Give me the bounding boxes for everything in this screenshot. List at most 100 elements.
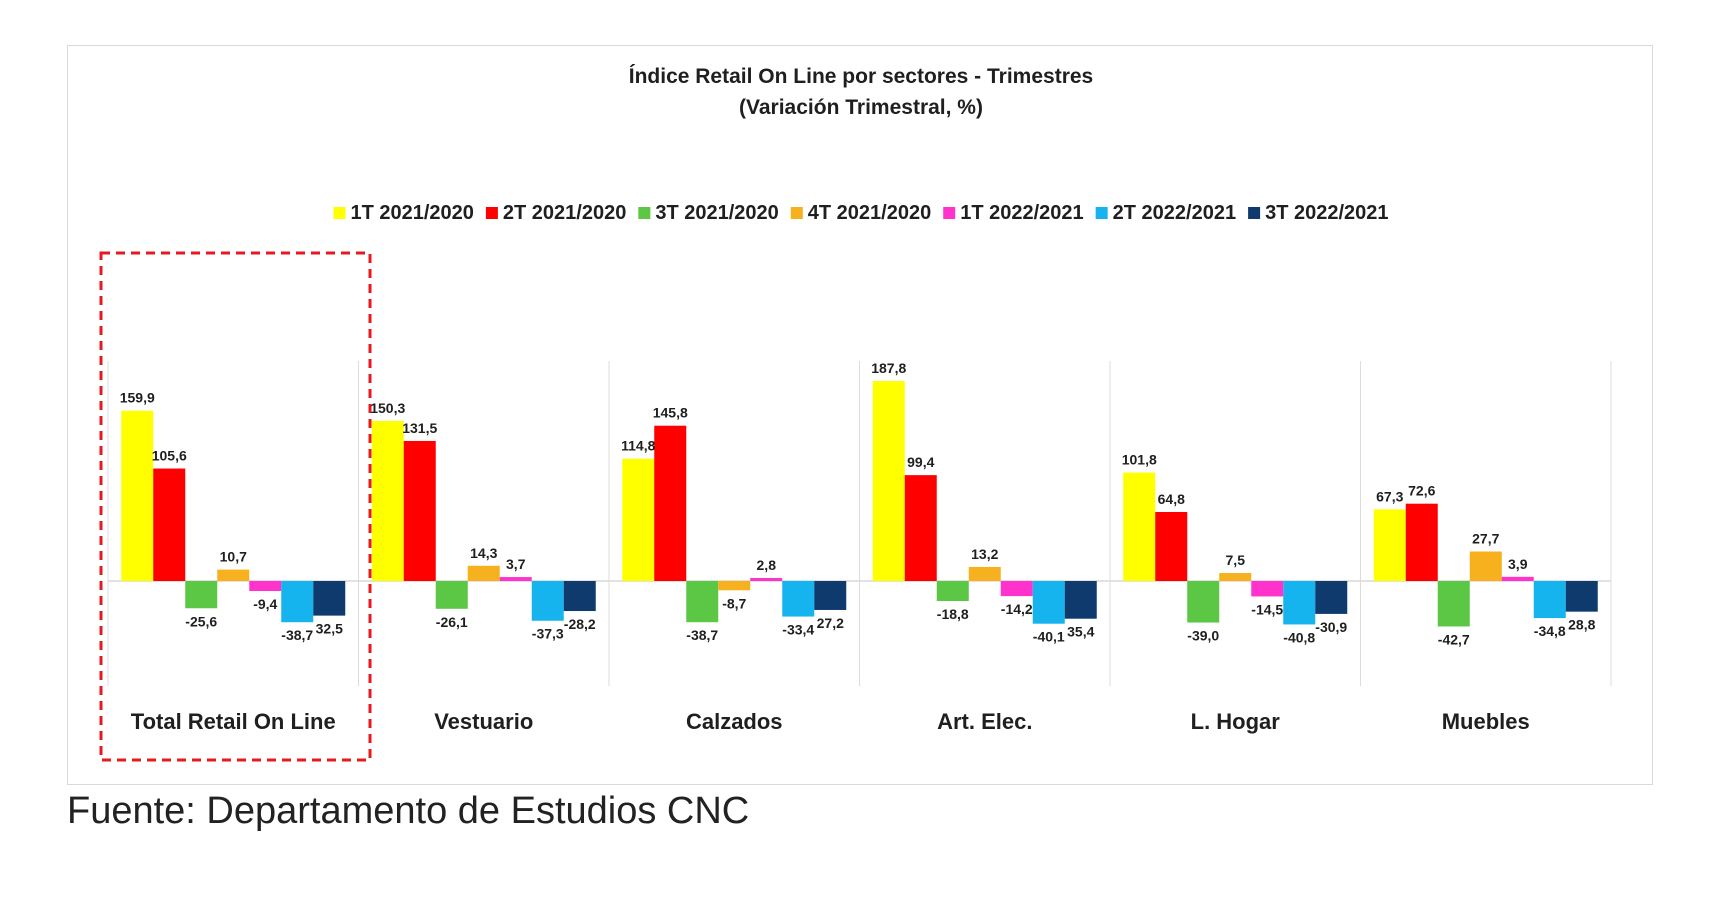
bar-calzados-s5 xyxy=(750,578,783,581)
category-label: Art. Elec. xyxy=(937,709,1032,734)
axes xyxy=(107,361,1612,686)
bar-art-elec--s2 xyxy=(904,475,937,581)
bar-total-retail-on-line-s1 xyxy=(121,410,154,581)
bar-vestuario-s1 xyxy=(371,420,404,581)
bar-muebles-s6 xyxy=(1533,581,1566,619)
chart-title: Índice Retail On Line por sectores - Tri… xyxy=(629,65,1093,88)
value-label: 27,7 xyxy=(1472,530,1499,546)
bar-calzados-s6 xyxy=(782,581,815,617)
value-label: 32,5 xyxy=(316,621,343,637)
bars xyxy=(121,380,1598,627)
bar-vestuario-s3 xyxy=(435,581,468,609)
legend-label: 2T 2021/2020 xyxy=(503,202,626,224)
chart-subtitle: (Variación Trimestral, %) xyxy=(739,96,983,119)
bar-art-elec--s3 xyxy=(936,581,969,602)
category-label: Calzados xyxy=(686,709,783,734)
legend-item: 3T 2022/2021 xyxy=(1248,202,1389,224)
bar-muebles-s5 xyxy=(1501,576,1534,581)
source-note: Fuente: Departamento de Estudios CNC xyxy=(67,790,750,832)
bar-art-elec--s7 xyxy=(1064,581,1097,619)
value-label: 105,6 xyxy=(152,448,187,464)
value-label: -30,9 xyxy=(1315,619,1347,635)
value-label: -34,8 xyxy=(1534,623,1566,639)
legend-item: 4T 2021/2020 xyxy=(790,202,931,224)
value-label: -9,4 xyxy=(253,596,277,612)
value-label: 10,7 xyxy=(220,549,247,565)
bar-muebles-s7 xyxy=(1565,581,1598,612)
legend-item: 2T 2021/2020 xyxy=(485,202,626,224)
value-label: 145,8 xyxy=(653,405,688,421)
bar-total-retail-on-line-s5 xyxy=(249,581,282,592)
category-label: Vestuario xyxy=(434,709,533,734)
bar-l-hogar-s7 xyxy=(1315,581,1348,614)
bar-l-hogar-s2 xyxy=(1155,511,1188,581)
chart-svg: Índice Retail On Line por sectores - Tri… xyxy=(99,65,1612,762)
bar-l-hogar-s1 xyxy=(1123,472,1156,581)
bar-vestuario-s7 xyxy=(563,581,596,612)
value-label: 3,9 xyxy=(1508,556,1528,572)
value-label: 131,5 xyxy=(402,420,437,436)
bar-muebles-s1 xyxy=(1373,509,1406,581)
bar-calzados-s1 xyxy=(622,458,655,581)
value-label: 64,8 xyxy=(1158,491,1185,507)
bar-vestuario-s4 xyxy=(467,565,500,581)
bar-l-hogar-s4 xyxy=(1219,573,1252,581)
legend-label: 1T 2022/2021 xyxy=(960,202,1083,224)
legend-item: 2T 2022/2021 xyxy=(1095,202,1236,224)
value-label: 28,8 xyxy=(1568,617,1595,633)
legend-swatch xyxy=(790,207,803,219)
value-label: -14,2 xyxy=(1001,601,1033,617)
chart-frame: Índice Retail On Line por sectores - Tri… xyxy=(67,45,1653,785)
bar-muebles-s2 xyxy=(1405,503,1438,581)
legend-label: 3T 2022/2021 xyxy=(1265,202,1388,224)
value-label: 27,2 xyxy=(817,615,844,631)
value-label: -38,7 xyxy=(686,627,718,643)
bar-art-elec--s6 xyxy=(1032,581,1065,624)
value-label: 67,3 xyxy=(1376,488,1403,504)
bar-muebles-s3 xyxy=(1437,581,1470,627)
bar-l-hogar-s5 xyxy=(1251,581,1284,597)
value-label: 72,6 xyxy=(1408,483,1435,499)
legend: 1T 2021/2020 2T 2021/2020 3T 2021/2020 4T 2… xyxy=(333,202,1389,224)
value-label: -37,3 xyxy=(532,626,564,642)
bar-vestuario-s6 xyxy=(531,581,564,621)
value-label: -14,5 xyxy=(1251,601,1283,617)
category-labels: Total Retail On Line Vestuario Calzados Art… xyxy=(131,709,1530,734)
legend-item: 1T 2022/2021 xyxy=(943,202,1084,224)
legend-label: 2T 2022/2021 xyxy=(1113,202,1236,224)
bar-calzados-s3 xyxy=(686,581,719,623)
value-label: -25,6 xyxy=(185,613,217,629)
value-label: -28,2 xyxy=(564,616,596,632)
bar-muebles-s4 xyxy=(1469,551,1502,581)
bar-art-elec--s1 xyxy=(872,380,905,581)
legend-label: 4T 2021/2020 xyxy=(808,202,931,224)
bar-calzados-s7 xyxy=(814,581,847,610)
category-label: Muebles xyxy=(1442,709,1530,734)
bar-total-retail-on-line-s7 xyxy=(313,581,346,616)
legend-swatch xyxy=(943,207,956,219)
value-label: 7,5 xyxy=(1226,552,1246,568)
category-label: Total Retail On Line xyxy=(131,709,336,734)
bar-art-elec--s5 xyxy=(1000,581,1033,597)
value-label: -33,4 xyxy=(782,622,814,638)
legend-item: 1T 2021/2020 xyxy=(333,202,474,224)
bar-vestuario-s5 xyxy=(499,577,532,581)
value-label: -18,8 xyxy=(937,606,969,622)
value-label: 114,8 xyxy=(621,438,655,454)
bar-total-retail-on-line-s4 xyxy=(217,569,250,581)
category-label: L. Hogar xyxy=(1191,709,1281,734)
bar-total-retail-on-line-s6 xyxy=(281,581,314,623)
legend-label: 1T 2021/2020 xyxy=(350,202,473,224)
bar-total-retail-on-line-s2 xyxy=(153,468,186,581)
bar-total-retail-on-line-s3 xyxy=(185,581,218,609)
value-label: 3,7 xyxy=(506,556,526,572)
bar-calzados-s4 xyxy=(718,581,751,591)
value-label: 150,3 xyxy=(370,400,405,416)
value-label: -8,7 xyxy=(722,595,746,611)
value-label: 187,8 xyxy=(871,360,906,376)
value-label: -39,0 xyxy=(1187,628,1219,644)
highlight-box xyxy=(99,251,372,762)
value-label: -38,7 xyxy=(281,627,313,643)
legend-label: 3T 2021/2020 xyxy=(655,202,778,224)
